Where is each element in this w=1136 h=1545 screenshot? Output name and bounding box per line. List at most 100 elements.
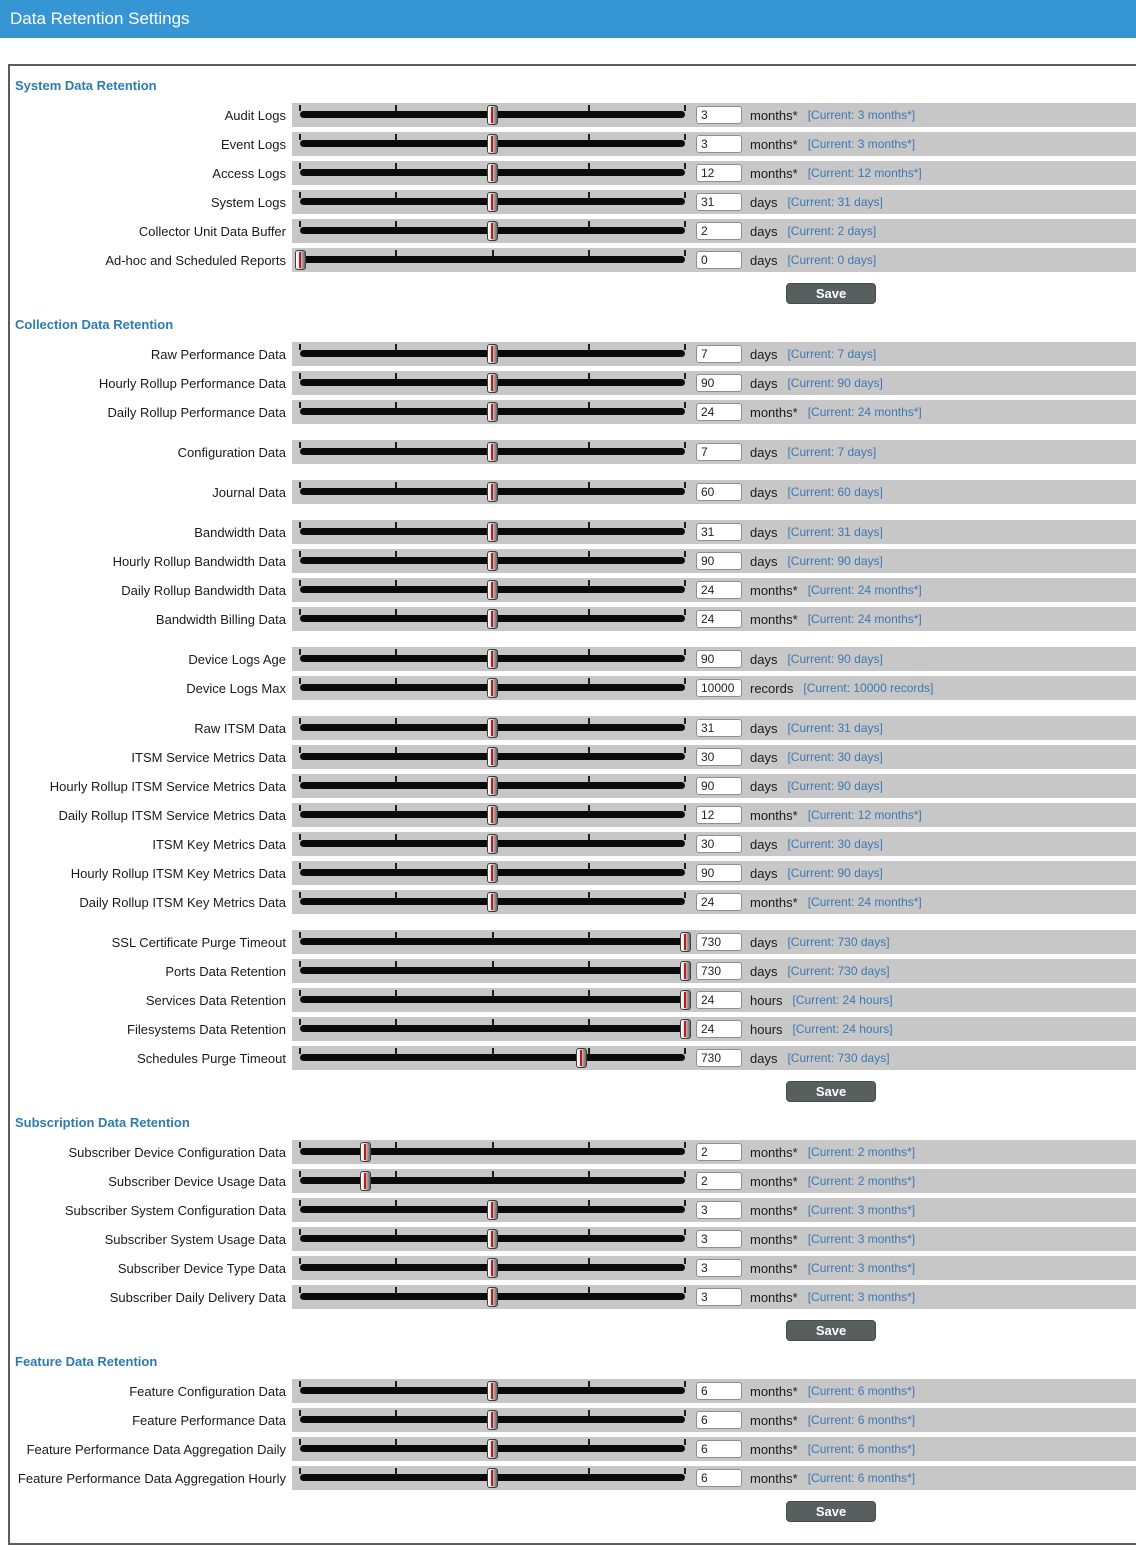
slider-handle[interactable] [487,221,498,241]
value-input[interactable] [696,1288,742,1306]
retention-slider[interactable] [292,1169,692,1193]
retention-slider[interactable] [292,480,692,504]
value-input[interactable] [696,933,742,951]
value-input[interactable] [696,835,742,853]
save-button[interactable]: Save [786,283,876,304]
slider-handle[interactable] [487,1468,498,1488]
slider-handle[interactable] [294,250,306,270]
slider-handle[interactable] [487,1229,498,1249]
value-input[interactable] [696,962,742,980]
slider-handle[interactable] [487,747,498,767]
slider-handle[interactable] [487,1439,498,1459]
retention-slider[interactable] [292,1285,692,1309]
retention-slider[interactable] [292,132,692,156]
slider-handle[interactable] [487,834,498,854]
value-input[interactable] [696,893,742,911]
value-input[interactable] [696,552,742,570]
value-input[interactable] [696,1230,742,1248]
retention-slider[interactable] [292,745,692,769]
value-input[interactable] [696,135,742,153]
slider-handle[interactable] [487,776,498,796]
slider-handle[interactable] [487,649,498,669]
retention-slider[interactable] [292,190,692,214]
value-input[interactable] [696,164,742,182]
value-input[interactable] [696,581,742,599]
retention-slider[interactable] [292,1437,692,1461]
retention-slider[interactable] [292,716,692,740]
value-input[interactable] [696,1201,742,1219]
value-input[interactable] [696,374,742,392]
value-input[interactable] [696,777,742,795]
value-input[interactable] [696,1440,742,1458]
slider-handle[interactable] [679,961,691,981]
slider-handle[interactable] [487,551,498,571]
slider-handle[interactable] [679,990,691,1010]
retention-slider[interactable] [292,1017,692,1041]
value-input[interactable] [696,650,742,668]
value-input[interactable] [696,1469,742,1487]
slider-handle[interactable] [487,609,498,629]
retention-slider[interactable] [292,1198,692,1222]
slider-handle[interactable] [487,892,498,912]
slider-handle[interactable] [487,373,498,393]
retention-slider[interactable] [292,219,692,243]
retention-slider[interactable] [292,1379,692,1403]
retention-slider[interactable] [292,342,692,366]
retention-slider[interactable] [292,607,692,631]
value-input[interactable] [696,1382,742,1400]
retention-slider[interactable] [292,103,692,127]
slider-handle[interactable] [487,718,498,738]
slider-handle[interactable] [679,932,691,952]
value-input[interactable] [696,193,742,211]
value-input[interactable] [696,719,742,737]
retention-slider[interactable] [292,930,692,954]
value-input[interactable] [696,864,742,882]
slider-handle[interactable] [487,863,498,883]
retention-slider[interactable] [292,440,692,464]
value-input[interactable] [696,523,742,541]
value-input[interactable] [696,679,742,697]
slider-handle[interactable] [487,678,498,698]
save-button[interactable]: Save [786,1501,876,1522]
value-input[interactable] [696,610,742,628]
retention-slider[interactable] [292,371,692,395]
value-input[interactable] [696,222,742,240]
retention-slider[interactable] [292,676,692,700]
slider-handle[interactable] [487,134,498,154]
slider-handle[interactable] [487,1410,498,1430]
retention-slider[interactable] [292,549,692,573]
retention-slider[interactable] [292,1046,692,1070]
retention-slider[interactable] [292,988,692,1012]
retention-slider[interactable] [292,861,692,885]
save-button[interactable]: Save [786,1320,876,1341]
retention-slider[interactable] [292,1466,692,1490]
slider-handle[interactable] [359,1142,371,1162]
value-input[interactable] [696,443,742,461]
value-input[interactable] [696,748,742,766]
slider-handle[interactable] [487,402,498,422]
slider-handle[interactable] [487,482,498,502]
value-input[interactable] [696,483,742,501]
retention-slider[interactable] [292,578,692,602]
slider-handle[interactable] [487,192,498,212]
retention-slider[interactable] [292,647,692,671]
value-input[interactable] [696,1172,742,1190]
slider-handle[interactable] [487,805,498,825]
slider-handle[interactable] [679,1019,691,1039]
slider-handle[interactable] [487,1200,498,1220]
slider-handle[interactable] [487,1258,498,1278]
slider-handle[interactable] [359,1171,371,1191]
value-input[interactable] [696,251,742,269]
slider-handle[interactable] [487,1287,498,1307]
slider-handle[interactable] [487,580,498,600]
retention-slider[interactable] [292,400,692,424]
retention-slider[interactable] [292,832,692,856]
value-input[interactable] [696,1049,742,1067]
value-input[interactable] [696,991,742,1009]
value-input[interactable] [696,1259,742,1277]
retention-slider[interactable] [292,1227,692,1251]
value-input[interactable] [696,1020,742,1038]
retention-slider[interactable] [292,1256,692,1280]
retention-slider[interactable] [292,248,692,272]
retention-slider[interactable] [292,161,692,185]
